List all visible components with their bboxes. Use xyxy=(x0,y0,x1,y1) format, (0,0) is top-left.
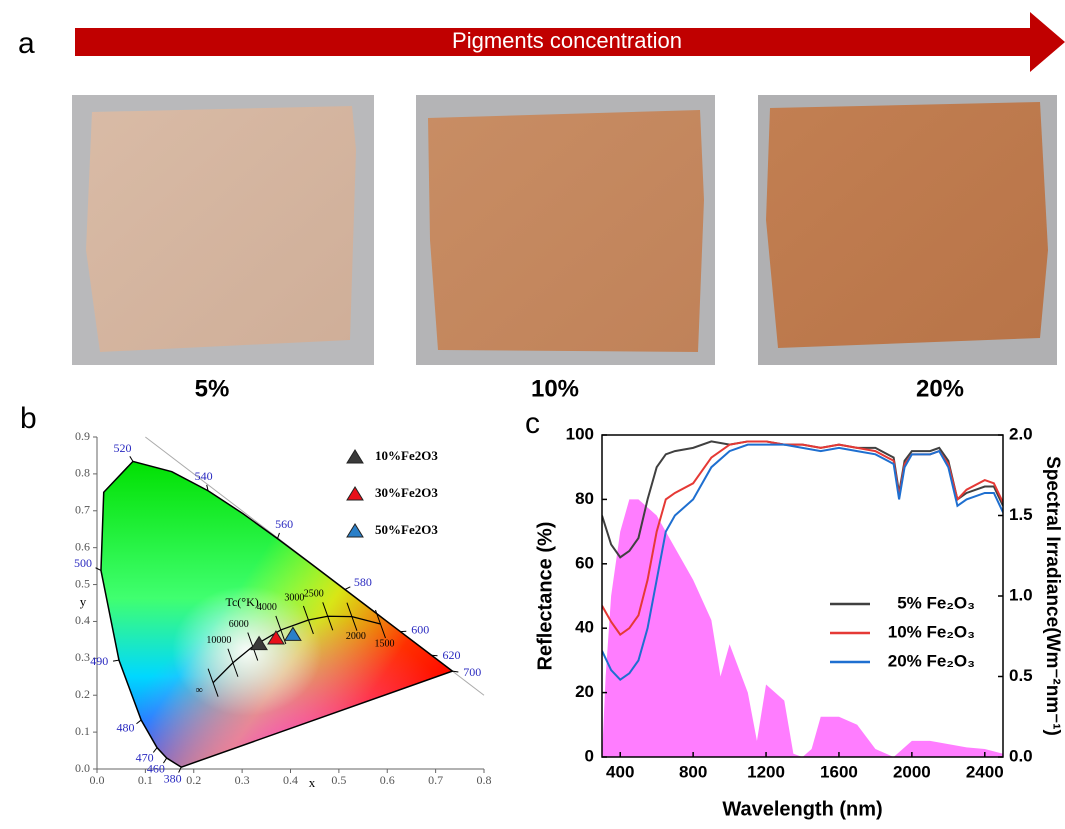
cct-label: 6000 xyxy=(229,619,249,630)
legend-label: 5% Fe₂O₃ xyxy=(897,593,975,612)
wavelength-label: 560 xyxy=(275,517,293,531)
x-tick-label: 1200 xyxy=(747,762,785,781)
cct-label: 3000 xyxy=(284,592,304,603)
x-tick-label: 0.3 xyxy=(235,773,250,787)
x-tick-label: 2400 xyxy=(966,762,1004,781)
y-tick-label: 0.2 xyxy=(75,687,90,701)
legend-label: 50%Fe2O3 xyxy=(375,522,438,537)
y-tick-label: 0.4 xyxy=(75,613,90,627)
cct-label: 10000 xyxy=(206,635,231,646)
x-tick-label: 1600 xyxy=(820,762,858,781)
photo-caption: 10% xyxy=(531,375,579,402)
wavelength-label: 540 xyxy=(195,469,213,483)
locus-tick xyxy=(345,587,350,590)
y-tick-label: 80 xyxy=(575,489,594,508)
wavelength-label: 500 xyxy=(74,556,92,570)
y2-axis-label: Spectral Irradiance(Wm⁻²nm⁻¹) xyxy=(1042,456,1063,736)
wavelength-label: 700 xyxy=(463,665,481,679)
y2-tick-label: 0.5 xyxy=(1009,666,1033,685)
y-tick-label: 0 xyxy=(585,746,594,765)
panel-label: a xyxy=(18,27,35,60)
locus-tick xyxy=(130,456,133,461)
x-tick-label: 2000 xyxy=(893,762,931,781)
wavelength-label: 380 xyxy=(164,772,182,786)
photo-sample xyxy=(428,110,704,352)
photo-sample xyxy=(766,102,1048,348)
cct-title: Tc(°K) xyxy=(225,595,258,609)
y-tick-label: 0.1 xyxy=(75,724,90,738)
y-tick-label: 60 xyxy=(575,553,594,572)
locus-tick xyxy=(96,568,101,571)
legend-label: 30%Fe2O3 xyxy=(375,485,438,500)
x-tick-label: 0.5 xyxy=(331,773,346,787)
y-tick-label: 0.5 xyxy=(75,576,90,590)
y-tick-label: 20 xyxy=(575,682,594,701)
y-tick-label: 0.3 xyxy=(75,650,90,664)
wavelength-label: 580 xyxy=(354,575,372,589)
photo-caption: 20% xyxy=(916,375,964,402)
wavelength-label: 600 xyxy=(411,623,429,637)
legend-marker xyxy=(347,524,363,537)
legend-marker xyxy=(347,487,363,500)
locus-tick xyxy=(277,533,279,539)
x-axis-label: x xyxy=(309,775,316,790)
y-tick-label: 0.7 xyxy=(75,503,90,517)
y-tick-label: 100 xyxy=(566,424,594,443)
legend-label: 10%Fe2O3 xyxy=(375,448,438,463)
y-tick-label: 0.9 xyxy=(75,429,90,443)
photo-sample xyxy=(86,106,356,352)
cct-label: ∞ xyxy=(196,685,203,696)
wavelength-label: 520 xyxy=(114,441,132,455)
legend-label: 20% Fe₂O₃ xyxy=(888,651,975,670)
x-axis-label: Wavelength (nm) xyxy=(722,798,882,820)
y2-tick-label: 0.0 xyxy=(1009,746,1033,765)
locus-tick xyxy=(113,660,119,661)
y2-tick-label: 2.0 xyxy=(1009,424,1033,443)
legend-marker xyxy=(347,450,363,463)
y-tick-label: 0.6 xyxy=(75,539,90,553)
locus-tick xyxy=(136,720,141,724)
panel-label: c xyxy=(525,407,540,440)
locus-tick xyxy=(153,748,157,753)
wavelength-label: 620 xyxy=(442,648,460,662)
cct-label: 4000 xyxy=(257,602,277,613)
x-tick-label: 0.7 xyxy=(428,773,443,787)
cct-label: 2500 xyxy=(304,589,324,600)
y-tick-label: 0.8 xyxy=(75,466,90,480)
cct-label: 2000 xyxy=(346,631,366,642)
x-tick-label: 0.8 xyxy=(477,773,492,787)
y-axis-label: Reflectance (%) xyxy=(534,522,556,671)
figure: a Pigments concentration 5% 10% 20% b c … xyxy=(0,0,1065,829)
y2-tick-label: 1.5 xyxy=(1009,505,1033,524)
y2-tick-label: 1.0 xyxy=(1009,585,1033,604)
cct-label: 1500 xyxy=(374,638,394,649)
legend-label: 10% Fe₂O₃ xyxy=(888,622,975,641)
panel-label: b xyxy=(20,402,37,435)
wavelength-label: 490 xyxy=(90,654,108,668)
photo-caption: 5% xyxy=(195,375,230,402)
x-tick-label: 400 xyxy=(606,762,634,781)
y-tick-label: 0.0 xyxy=(75,761,90,775)
x-tick-label: 0.4 xyxy=(283,773,298,787)
x-tick-label: 800 xyxy=(679,762,707,781)
x-tick-label: 0.6 xyxy=(380,773,395,787)
gamut xyxy=(97,459,455,769)
x-tick-label: 0.2 xyxy=(186,773,201,787)
x-tick-label: 0.0 xyxy=(90,773,105,787)
arrow-text: Pigments concentration xyxy=(452,28,682,53)
y-axis-label: y xyxy=(80,594,87,609)
wavelength-label: 470 xyxy=(136,750,154,764)
wavelength-label: 480 xyxy=(117,721,135,735)
y-tick-label: 40 xyxy=(575,618,594,637)
